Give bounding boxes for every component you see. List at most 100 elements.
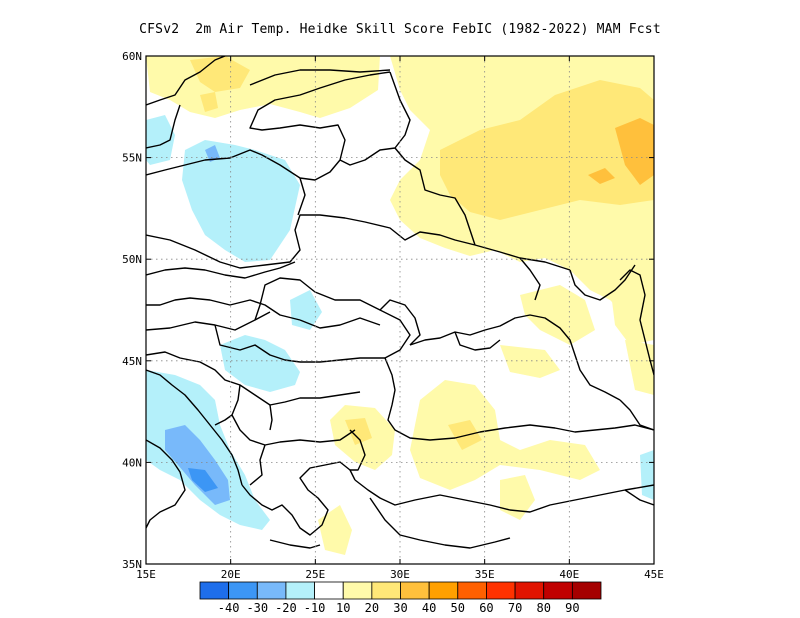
border xyxy=(146,214,571,271)
shade-region xyxy=(500,345,560,378)
colorbar-swatch xyxy=(256,581,287,600)
border xyxy=(214,324,301,363)
border xyxy=(269,404,273,431)
shade-region xyxy=(200,92,218,112)
coastline xyxy=(384,357,654,441)
border xyxy=(146,297,301,321)
lon-tick-label: 35E xyxy=(475,568,495,581)
border xyxy=(214,414,233,426)
coastline xyxy=(349,429,366,471)
shade-region xyxy=(500,475,535,520)
colorbar-label: 60 xyxy=(479,601,493,615)
shade-region xyxy=(610,275,654,345)
coastline xyxy=(409,314,621,401)
skill-score-shading xyxy=(146,56,654,555)
shade-region xyxy=(520,285,595,345)
country-boundaries xyxy=(146,56,654,549)
coastline xyxy=(146,104,181,149)
coastline xyxy=(249,69,391,86)
axis-ticks xyxy=(145,55,655,565)
lat-tick-label: 45N xyxy=(122,355,142,368)
lon-tick-label: 20E xyxy=(221,568,241,581)
border xyxy=(146,311,271,331)
latitude-labels: 35N 40N 45N 50N 55N 60N xyxy=(122,50,142,571)
colorbar-swatch xyxy=(514,581,545,600)
coastline xyxy=(146,439,186,529)
colorbar-label: -10 xyxy=(304,601,326,615)
shade-region xyxy=(188,468,218,492)
border xyxy=(254,277,411,359)
colorbar-label: 70 xyxy=(508,601,522,615)
border xyxy=(300,357,385,363)
longitude-labels: 15E 20E 25E 30E 35E 40E 45E xyxy=(136,568,664,581)
lat-tick-label: 55N xyxy=(122,152,142,165)
colorbar-swatch xyxy=(228,581,258,600)
colorbar-label: 90 xyxy=(565,601,579,615)
lon-tick-label: 40E xyxy=(559,568,579,581)
shade-region xyxy=(146,370,270,530)
coastline xyxy=(369,497,511,549)
colorbar-swatch xyxy=(285,581,315,600)
shade-region xyxy=(345,418,372,445)
coastline xyxy=(354,479,654,513)
shade-region xyxy=(290,290,322,330)
border xyxy=(619,399,654,431)
map-title: CFSv2 2m Air Temp. Heidke Skill Score Fe… xyxy=(139,22,661,37)
shade-region xyxy=(640,450,654,500)
colorbar-label: 30 xyxy=(393,601,407,615)
shade-region xyxy=(190,56,250,92)
lat-tick-label: 35N xyxy=(122,558,142,571)
colorbar-swatch xyxy=(486,581,516,600)
coastline xyxy=(146,369,243,486)
border xyxy=(299,317,381,329)
lon-tick-label: 45E xyxy=(644,568,664,581)
coastline xyxy=(454,331,501,351)
coastline xyxy=(269,539,321,549)
border xyxy=(519,257,541,301)
border xyxy=(146,351,361,406)
shade-region xyxy=(615,118,654,185)
lat-tick-label: 50N xyxy=(122,253,142,266)
colorbar-label: -30 xyxy=(246,601,268,615)
border xyxy=(297,177,306,216)
coastline xyxy=(146,71,391,181)
colorbar-label: 40 xyxy=(422,601,436,615)
colorbar-swatch xyxy=(428,581,459,600)
border xyxy=(146,261,296,279)
colorbar-swatch xyxy=(400,581,430,600)
colorbar-swatch xyxy=(199,581,230,600)
colorbar-label: -20 xyxy=(275,601,297,615)
colorbar-label: 80 xyxy=(536,601,550,615)
shade-region xyxy=(318,505,352,555)
colorbar xyxy=(199,581,602,600)
lon-tick-label: 30E xyxy=(390,568,410,581)
coastline xyxy=(241,461,356,536)
colorbar-swatch xyxy=(457,581,487,600)
colorbar-label: -40 xyxy=(218,601,240,615)
colorbar-label: 20 xyxy=(365,601,379,615)
colorbar-swatch xyxy=(314,581,344,600)
lat-tick-label: 60N xyxy=(122,50,142,63)
border xyxy=(624,489,654,506)
colorbar-label: 10 xyxy=(336,601,350,615)
border xyxy=(379,299,421,346)
shade-region xyxy=(588,168,615,184)
colorbar-swatch xyxy=(342,581,373,600)
lon-tick-label: 15E xyxy=(136,568,156,581)
shade-region xyxy=(625,340,654,395)
lat-tick-label: 40N xyxy=(122,456,142,469)
colorbar-swatch xyxy=(371,581,401,600)
colorbar-label: 50 xyxy=(451,601,465,615)
shade-region xyxy=(440,80,654,220)
colorbar-labels: -40 -30 -20 -10 10 20 30 40 50 60 70 80 90 xyxy=(218,601,580,615)
colorbar-swatch xyxy=(543,581,573,600)
shade-region xyxy=(146,115,175,165)
border xyxy=(249,444,266,486)
lon-tick-label: 25E xyxy=(305,568,325,581)
coastline xyxy=(146,56,226,106)
border xyxy=(569,264,636,301)
border xyxy=(394,147,476,246)
shade-region xyxy=(182,140,300,262)
shade-region xyxy=(410,380,600,490)
